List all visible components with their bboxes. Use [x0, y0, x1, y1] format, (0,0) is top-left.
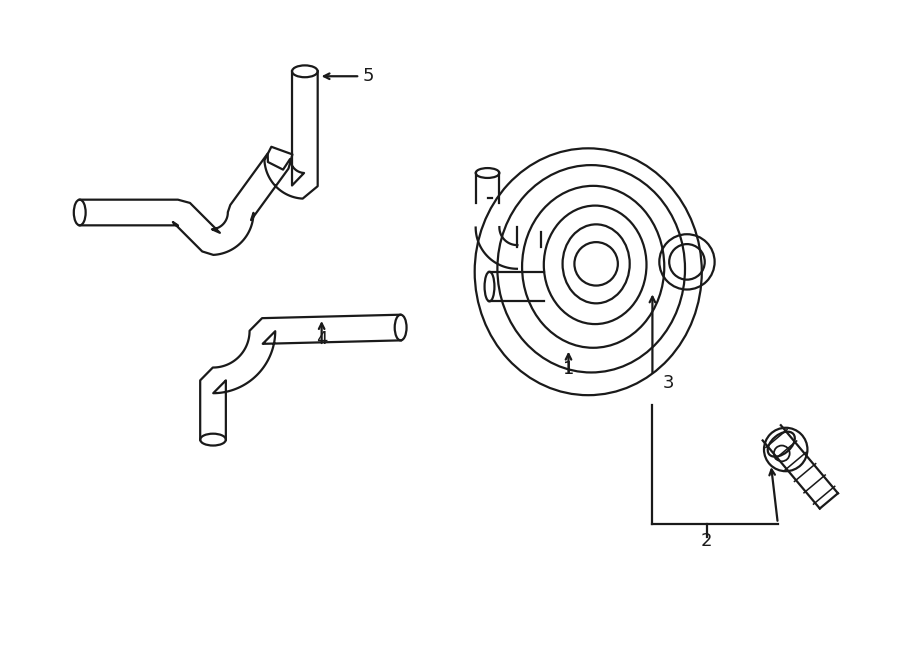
- Ellipse shape: [200, 434, 226, 446]
- Text: 4: 4: [316, 330, 328, 348]
- Text: 5: 5: [362, 67, 374, 85]
- Ellipse shape: [74, 200, 86, 225]
- Text: 2: 2: [701, 532, 713, 550]
- Ellipse shape: [292, 65, 318, 77]
- Ellipse shape: [484, 272, 494, 301]
- Ellipse shape: [395, 315, 407, 340]
- Text: 3: 3: [662, 374, 674, 392]
- Text: 1: 1: [562, 360, 574, 378]
- Ellipse shape: [476, 168, 500, 178]
